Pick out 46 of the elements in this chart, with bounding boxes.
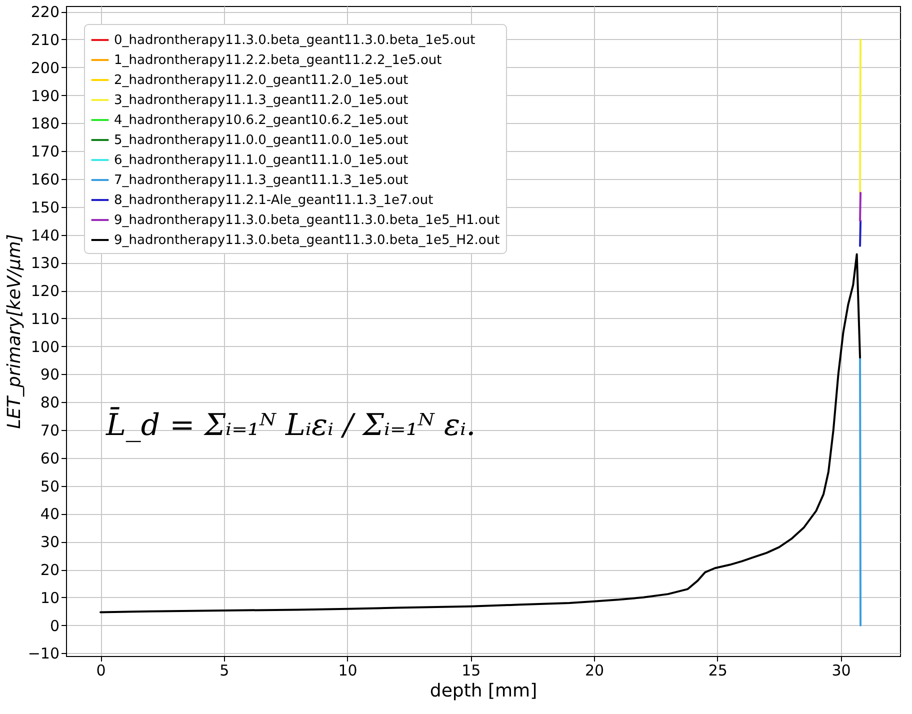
- y-tick-label: 140: [30, 226, 60, 244]
- y-tick-label: 220: [30, 3, 60, 22]
- legend-label: 9_hadrontherapy11.3.0.beta_geant11.3.0.beta_1e5_H1.out: [114, 213, 500, 228]
- legend-label: 0_hadrontherapy11.3.0.beta_geant11.3.0.beta_1e5.out: [114, 33, 476, 48]
- legend-label: 2_hadrontherapy11.2.0_geant11.2.0_1e5.out: [114, 73, 408, 88]
- x-tick-label: 25: [708, 662, 728, 680]
- y-tick-label: 190: [30, 86, 60, 105]
- x-tick-label: 30: [832, 662, 851, 680]
- x-axis-title: depth [mm]: [430, 680, 538, 702]
- y-tick-label: 10: [40, 588, 60, 607]
- legend-label: 1_hadrontherapy11.2.2.beta_geant11.2.2_1e5.out: [114, 53, 442, 68]
- y-axis-title: LET_primary[keV/μm]: [4, 234, 25, 429]
- y-tick-label: 130: [30, 254, 60, 272]
- x-tick-label: 5: [220, 662, 230, 680]
- y-tick-label: 20: [40, 561, 60, 580]
- y-tick-label: 170: [30, 142, 60, 161]
- y-tick-label: 110: [30, 310, 60, 328]
- y-tick-label: 180: [30, 114, 60, 133]
- y-tick-label: 70: [40, 422, 60, 440]
- y-tick-label: 160: [30, 170, 60, 188]
- x-tick-label: 0: [96, 662, 106, 680]
- y-tick-label: 120: [30, 282, 60, 300]
- legend-label: 4_hadrontherapy10.6.2_geant10.6.2_1e5.out: [114, 113, 408, 128]
- legend-label: 3_hadrontherapy11.1.3_geant11.2.0_1e5.out: [114, 93, 408, 108]
- y-tick-label: 60: [40, 449, 60, 468]
- legend-label: 5_hadrontherapy11.0.0_geant11.0.0_1e5.out: [114, 133, 408, 148]
- x-tick-label: 20: [584, 662, 604, 680]
- y-tick-label: 50: [40, 477, 60, 496]
- x-tick-label: 10: [338, 662, 358, 680]
- y-tick-label: −10: [28, 644, 60, 663]
- legend-label: 8_hadrontherapy11.2.1-Ale_geant11.1.3_1e7.out: [114, 193, 434, 208]
- legend-label: 9_hadrontherapy11.3.0.beta_geant11.3.0.beta_1e5_H2.out: [114, 233, 500, 248]
- annotation: L̄_d = Σᵢ₌₁ᴺ Lᵢεᵢ / Σᵢ₌₁ᴺ εᵢ.: [105, 406, 476, 443]
- legend-label: 6_hadrontherapy11.1.0_geant11.1.0_1e5.out: [114, 153, 408, 168]
- y-tick-label: 90: [40, 366, 60, 384]
- y-tick-label: 100: [30, 338, 60, 356]
- y-tick-label: 200: [30, 58, 60, 77]
- y-tick-label: 210: [30, 30, 60, 49]
- line-series: [100, 253, 862, 614]
- y-tick-label: 80: [40, 394, 60, 412]
- y-tick-label: 0: [50, 616, 60, 635]
- legend-label: 7_hadrontherapy11.1.3_geant11.1.3_1e5.out: [114, 173, 408, 188]
- y-tick-label: 40: [40, 505, 60, 524]
- y-tick-label: 150: [30, 198, 60, 216]
- x-tick-label: 15: [462, 662, 481, 680]
- y-tick-label: 30: [40, 533, 60, 552]
